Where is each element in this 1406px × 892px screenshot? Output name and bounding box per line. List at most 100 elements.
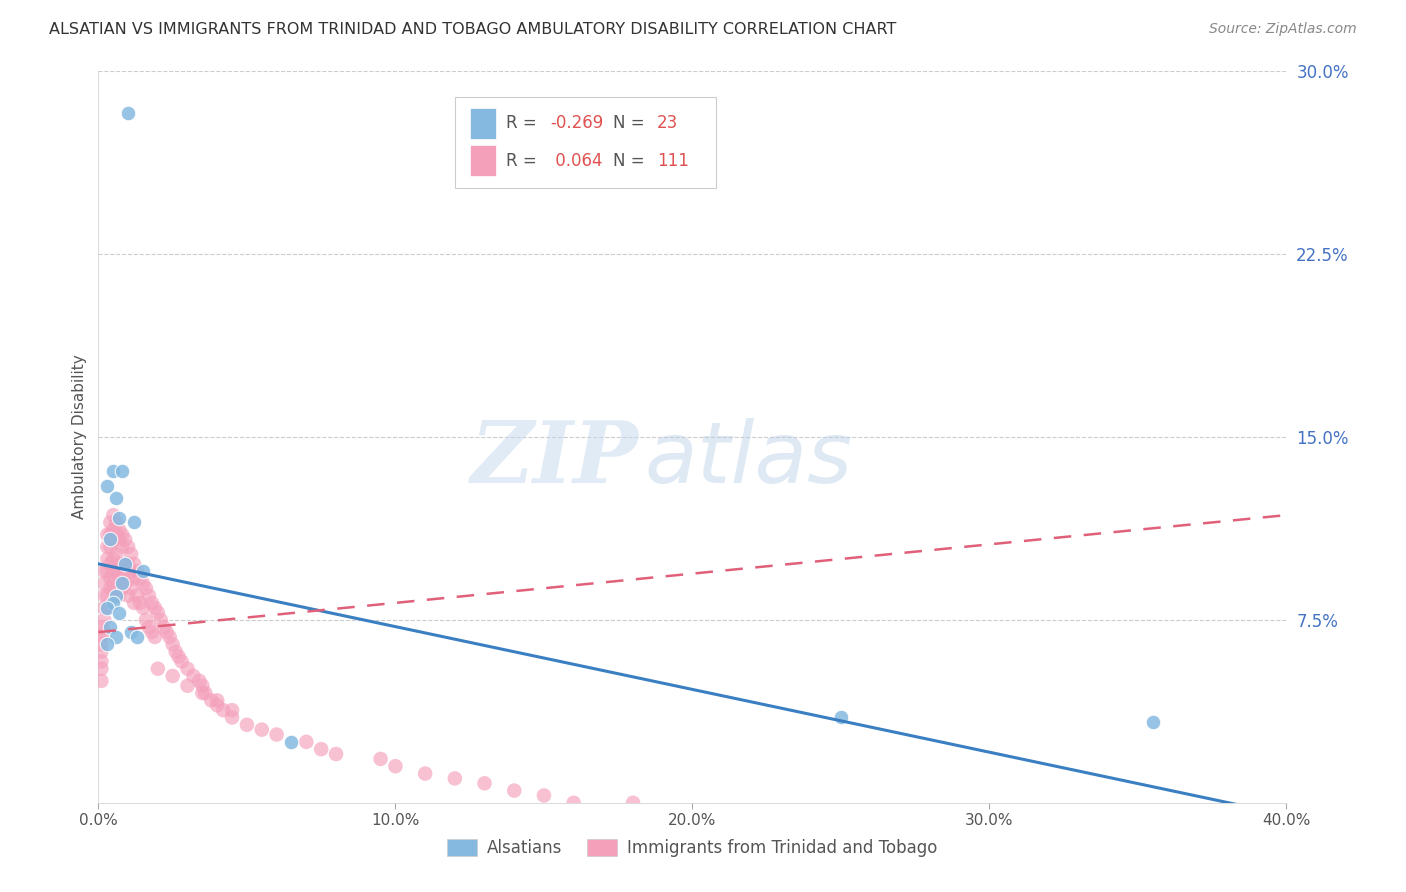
Point xyxy=(162,637,184,651)
Point xyxy=(111,527,134,541)
Point xyxy=(191,686,214,700)
Point xyxy=(108,510,131,524)
Point xyxy=(132,576,155,591)
Point xyxy=(93,564,115,578)
Point xyxy=(90,662,112,676)
Point xyxy=(266,727,288,741)
Point xyxy=(176,662,198,676)
Point xyxy=(103,464,125,478)
Bar xyxy=(470,108,496,138)
Point xyxy=(117,572,139,586)
Point xyxy=(125,564,148,578)
Point xyxy=(96,600,118,615)
Point xyxy=(93,613,115,627)
Point xyxy=(105,589,128,603)
Point xyxy=(120,564,142,578)
Point xyxy=(114,576,136,591)
Point xyxy=(98,527,121,541)
Point xyxy=(122,596,145,610)
Point xyxy=(108,572,131,586)
Point xyxy=(111,540,134,554)
Point xyxy=(96,589,118,603)
Point xyxy=(117,540,139,554)
Point xyxy=(125,589,148,603)
Point xyxy=(141,596,163,610)
Point xyxy=(212,703,235,717)
Point xyxy=(143,600,166,615)
Point xyxy=(830,710,852,724)
Point xyxy=(384,759,406,773)
Bar xyxy=(470,145,496,176)
Point xyxy=(221,703,243,717)
Point xyxy=(141,625,163,640)
Point xyxy=(98,516,121,530)
Point xyxy=(122,516,145,530)
Point xyxy=(108,523,131,537)
Point xyxy=(90,645,112,659)
Point xyxy=(122,557,145,571)
Point xyxy=(162,669,184,683)
Point xyxy=(96,552,118,566)
Text: 0.064: 0.064 xyxy=(550,152,602,169)
Point xyxy=(90,620,112,634)
Text: N =: N = xyxy=(613,113,650,131)
Point xyxy=(96,637,118,651)
Point xyxy=(129,572,152,586)
Point xyxy=(562,796,585,810)
Text: N =: N = xyxy=(613,152,650,169)
Point xyxy=(143,630,166,644)
Point xyxy=(105,581,128,595)
Point xyxy=(138,620,160,634)
Point xyxy=(105,491,128,505)
Point xyxy=(135,581,157,595)
Point xyxy=(114,557,136,571)
Point xyxy=(135,613,157,627)
Point xyxy=(105,547,128,561)
Point xyxy=(138,589,160,603)
Point xyxy=(96,564,118,578)
Point xyxy=(152,620,174,634)
Point xyxy=(103,596,125,610)
Point xyxy=(105,516,128,530)
Point xyxy=(413,766,436,780)
Point xyxy=(108,557,131,571)
Point xyxy=(93,600,115,615)
Point xyxy=(98,581,121,595)
Point xyxy=(149,613,172,627)
Point xyxy=(98,620,121,634)
Point xyxy=(280,735,302,749)
Point xyxy=(103,564,125,578)
Point xyxy=(98,540,121,554)
Point xyxy=(146,662,169,676)
Point xyxy=(120,625,142,640)
Point xyxy=(621,796,644,810)
Point xyxy=(295,735,318,749)
Point xyxy=(111,564,134,578)
Point xyxy=(103,508,125,522)
Point xyxy=(96,527,118,541)
Point xyxy=(129,596,152,610)
Point xyxy=(98,572,121,586)
Point xyxy=(132,564,155,578)
Point xyxy=(103,523,125,537)
Text: 111: 111 xyxy=(657,152,689,169)
Point xyxy=(170,654,193,668)
Point xyxy=(188,673,211,688)
Point xyxy=(108,533,131,547)
Point xyxy=(103,576,125,591)
Point xyxy=(117,105,139,120)
FancyBboxPatch shape xyxy=(456,97,716,188)
Point xyxy=(176,679,198,693)
Point xyxy=(90,673,112,688)
Point xyxy=(533,789,555,803)
Point xyxy=(205,693,228,707)
Point xyxy=(105,630,128,644)
Point xyxy=(96,540,118,554)
Point xyxy=(90,654,112,668)
Point xyxy=(122,572,145,586)
Point xyxy=(474,776,496,790)
Point xyxy=(90,637,112,651)
Point xyxy=(165,645,187,659)
Point xyxy=(443,772,465,786)
Point xyxy=(93,576,115,591)
